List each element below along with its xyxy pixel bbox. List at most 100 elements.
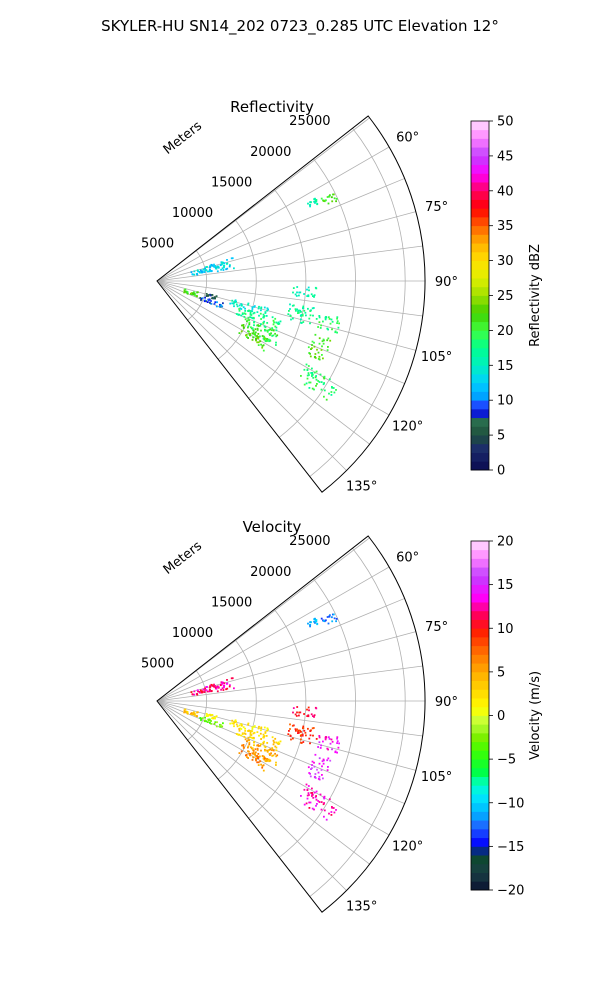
echo-gate [316,203,319,206]
echo-gate [306,288,308,291]
echo-gate [313,371,316,374]
echo-gate [314,753,317,756]
azimuth-tick-label: 90° [435,695,458,710]
echo-gate [238,304,241,307]
echo-gate [200,690,203,693]
echo-gate [252,312,255,315]
colorbar-step [471,776,489,786]
echo-gate [236,305,239,308]
echo-gate [196,291,199,294]
echo-gate [310,372,313,374]
echo-gate [212,685,214,687]
echo-gate [235,313,238,315]
echo-gate [296,728,298,731]
colorbar-step [471,312,489,323]
echo-gate [210,300,212,302]
echo-gate [309,624,312,626]
range-ring [278,158,356,438]
echo-gate [300,742,303,744]
echo-gate [275,761,277,764]
echo-gate [309,801,312,804]
echo-gate [300,734,303,736]
echo-gate [271,736,274,739]
echo-gate [257,337,260,340]
echo-gate [229,302,232,305]
colorbar-step [471,732,489,743]
echo-gate [323,815,325,818]
echo-gate [186,711,189,713]
echo-gate [311,373,314,376]
echo-gate [323,200,325,202]
colorbar-tick-label: 10 [497,394,514,409]
colorbar-step [471,663,489,673]
echo-gate [271,327,274,329]
echo-gate [272,329,275,332]
range-ring [309,547,406,897]
echo-gate [309,775,312,778]
echo-gate [259,760,262,763]
echo-gate [300,310,302,313]
echo-gate [328,738,331,740]
azimuth-gridline [156,280,390,416]
echo-gate [320,324,322,327]
echo-gate [213,263,215,266]
echo-gate [326,327,329,330]
azimuth-gridline [156,700,423,737]
echo-gate [308,374,310,376]
echo-gate [337,326,340,329]
echo-gate [305,363,308,366]
echo-gate [241,744,243,747]
echo-gate [263,306,266,309]
echo-gate [215,725,218,728]
echo-gate [266,309,268,312]
colorbar-tick-label: 15 [497,578,514,593]
echo-gate [274,317,277,320]
echo-gate [260,763,262,766]
echo-gate [327,622,330,625]
echo-gate [308,317,311,320]
echo-gate [315,287,318,290]
echo-gate [260,727,263,729]
echo-gate [220,268,222,271]
echo-gate [236,725,239,728]
echo-gate [201,297,204,300]
echo-gate [221,725,224,728]
echo-gate [206,721,209,723]
echo-gate [256,747,259,750]
echo-gate [314,777,317,779]
echo-gate [308,737,311,740]
echo-gate [244,310,247,312]
echo-gate [186,292,189,295]
echo-gate [322,383,325,386]
colorbar-step [471,837,489,847]
echo-gate [251,737,254,740]
echo-gate [303,729,306,732]
echo-gate [322,762,325,765]
echo-gate [210,302,213,305]
echo-gate [333,391,336,394]
echo-gate [300,738,302,741]
echo-gate [303,309,306,312]
echo-gate [312,715,314,717]
echo-gate [209,686,211,688]
echo-gate [317,358,320,360]
colorbar-step [471,724,489,734]
colorbar-step [471,304,489,314]
echo-gate [268,760,270,763]
echo-gate [320,744,322,747]
echo-gate [254,754,257,757]
echo-gate [232,302,235,305]
echo-gate [297,312,299,314]
echo-gate [235,303,238,306]
echo-gate [263,337,266,340]
echo-gate [314,357,317,359]
echo-gate [193,270,196,273]
echo-gate [257,727,260,730]
echo-gate [331,328,333,331]
echo-gate [215,715,218,718]
echo-gate [318,741,321,744]
echo-gate [336,740,339,743]
echo-gate [257,324,259,326]
echo-gate [307,766,310,769]
echo-gate [322,740,324,743]
